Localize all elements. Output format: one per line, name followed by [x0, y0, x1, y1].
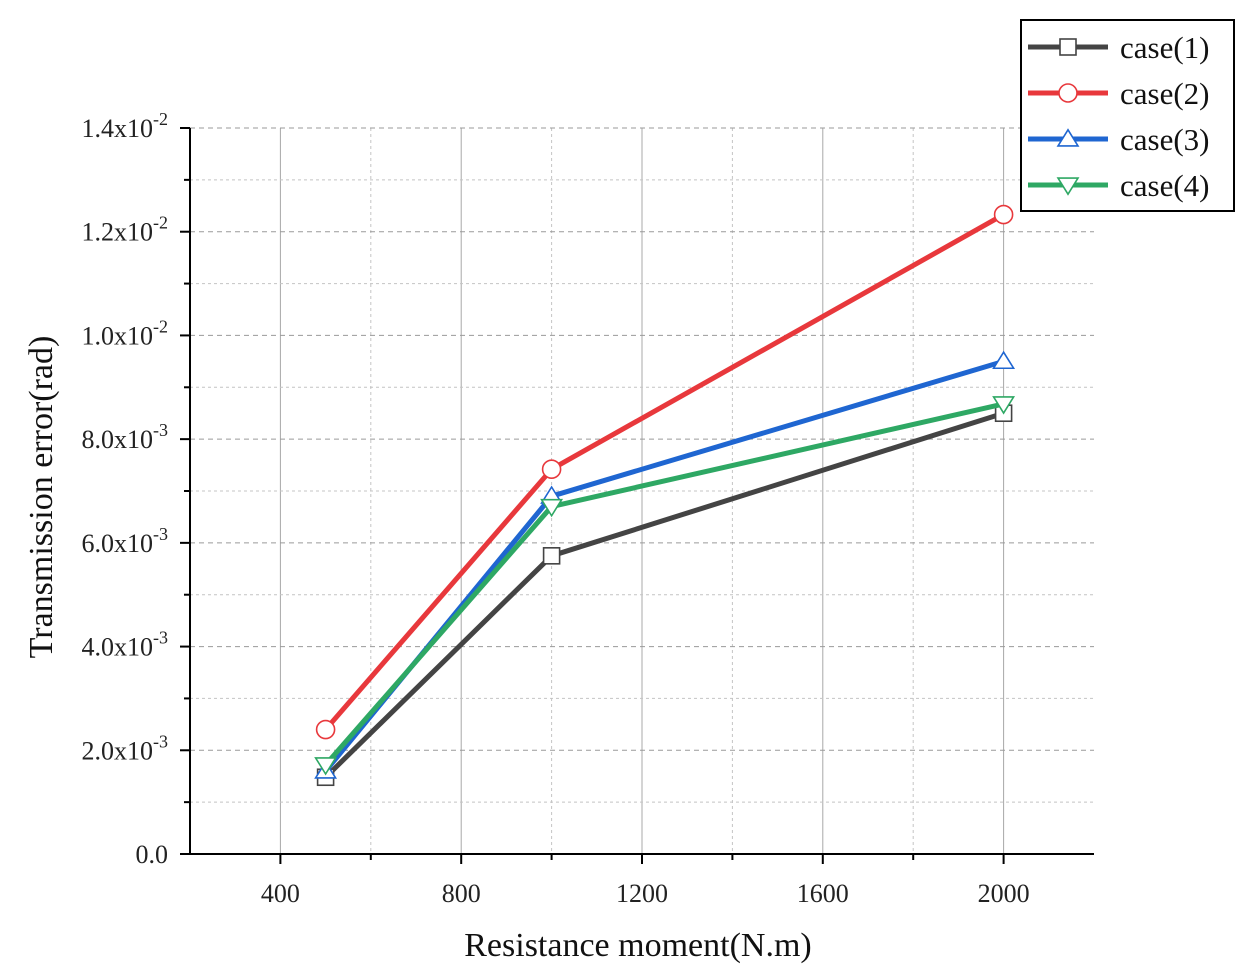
series-line	[323, 410, 1007, 780]
series-4	[314, 396, 1016, 776]
y-tick-label: 2.0x10-3	[82, 731, 169, 765]
legend-item: case(4)	[1028, 168, 1210, 203]
legend-item: case(1)	[1028, 30, 1210, 65]
y-tick-label: 1.2x10-2	[82, 213, 169, 247]
data-point-triangle-down	[1056, 177, 1080, 196]
y-tick-label: 0.0	[136, 840, 169, 869]
y-axis-title: Transmission error(rad)	[23, 336, 60, 659]
data-point-triangle-down	[992, 396, 1016, 415]
data-point-square	[542, 547, 561, 565]
x-tick-label: 800	[442, 879, 481, 908]
data-point-triangle-up	[1056, 128, 1080, 147]
legend-label: case(4)	[1120, 168, 1210, 203]
legend-box	[1020, 19, 1235, 212]
axes: 400 800 1200 1600 2000 0.0 2.0x10-3 4.0x10-3 6.0…	[82, 109, 1094, 908]
y-tick-label: 4.0x10-3	[82, 628, 169, 662]
data-point-triangle-down	[540, 498, 564, 518]
data-point-circle	[1058, 83, 1078, 103]
legend-label: case(3)	[1120, 122, 1210, 157]
x-tick-label: 400	[261, 879, 300, 908]
series-2	[315, 204, 1014, 740]
y-tick-label: 1.4x10-2	[82, 109, 169, 143]
y-tick-label: 1.0x10-2	[82, 316, 169, 350]
series-line	[323, 401, 1007, 768]
series-line	[323, 358, 1007, 774]
x-tick-label: 1200	[616, 879, 668, 908]
series-3	[314, 350, 1016, 779]
x-axis-title: Resistance moment(N.m)	[464, 927, 811, 964]
data-point-square	[1059, 38, 1077, 56]
legend-label: case(1)	[1120, 30, 1210, 65]
x-tick-label: 1600	[797, 879, 849, 908]
data-point-circle	[541, 459, 562, 480]
y-tick-label: 6.0x10-3	[82, 524, 169, 558]
grid	[190, 127, 1094, 854]
data-point-circle	[993, 204, 1014, 225]
data-point-triangle-down	[314, 757, 338, 776]
y-tick-label: 8.0x10-3	[82, 420, 169, 454]
legend-item: case(3)	[1028, 122, 1210, 157]
legend-item: case(2)	[1028, 76, 1210, 111]
data-point-triangle-up	[992, 350, 1016, 370]
series-layer	[314, 204, 1016, 787]
x-tick-label: 2000	[978, 879, 1030, 908]
legend: case(1) case(2) case(3) case(4)	[1020, 19, 1235, 212]
legend-label: case(2)	[1120, 76, 1210, 111]
data-point-circle	[315, 719, 336, 740]
